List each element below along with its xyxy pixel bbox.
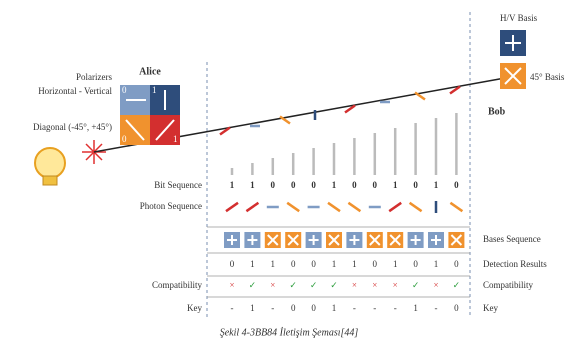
row-label: Photon Sequence: [140, 201, 202, 211]
photon: [410, 203, 422, 211]
polarizer-bit: 1: [152, 85, 157, 95]
row-label: Key: [483, 303, 498, 313]
compatibility: ✓: [330, 280, 338, 290]
key-bit: 1: [332, 303, 337, 313]
detection: 0: [373, 259, 378, 269]
bit: 1: [230, 180, 235, 190]
photon: [348, 203, 360, 211]
photon: [226, 203, 238, 211]
row-label: Compatibility: [152, 280, 203, 290]
compatibility: ×: [393, 280, 398, 290]
diag-basis-label: 45° Basis: [530, 72, 565, 82]
compatibility: ×: [270, 280, 275, 290]
polarizer-bit: 0: [122, 85, 127, 95]
key-bit: -: [271, 303, 274, 313]
detection: 1: [393, 259, 398, 269]
polarizers-label: Polarizers: [76, 72, 112, 82]
bit: 1: [434, 180, 439, 190]
row-label: Key: [187, 303, 202, 313]
compatibility: ×: [229, 280, 234, 290]
bit: 0: [352, 180, 357, 190]
bit: 0: [454, 180, 459, 190]
polarizer-bit: 1: [173, 134, 178, 144]
bit: 0: [291, 180, 296, 190]
key-bit: 0: [311, 303, 316, 313]
bit: 1: [393, 180, 398, 190]
bit: 0: [373, 180, 378, 190]
photon: [389, 203, 401, 211]
detection: 0: [311, 259, 316, 269]
detection: 1: [250, 259, 255, 269]
row-label: Bases Sequence: [483, 234, 541, 244]
compatibility: ×: [352, 280, 357, 290]
detection: 1: [332, 259, 337, 269]
detection: 0: [454, 259, 459, 269]
hv-label: Horizontal - Vertical: [38, 86, 112, 96]
key-bit: -: [353, 303, 356, 313]
photon: [246, 203, 258, 211]
row-label: Bit Sequence: [154, 180, 202, 190]
caption: Şekil 4-3BB84 İletişim Şeması[44]: [220, 326, 359, 338]
hv-basis-label: H/V Basis: [500, 13, 538, 23]
detection: 1: [271, 259, 276, 269]
bob-title: Bob: [488, 106, 506, 117]
key-bit: 1: [413, 303, 418, 313]
bit: 0: [413, 180, 418, 190]
detection: 0: [413, 259, 418, 269]
key-bit: 0: [291, 303, 296, 313]
compatibility: ✓: [453, 280, 461, 290]
polarizer-bit: 0: [122, 134, 127, 144]
key-bit: -: [435, 303, 438, 313]
photon: [328, 203, 340, 211]
key-bit: 1: [250, 303, 255, 313]
key-bit: -: [394, 303, 397, 313]
compatibility: ✓: [249, 280, 257, 290]
bit: 0: [271, 180, 276, 190]
bit: 1: [332, 180, 337, 190]
detection: 0: [291, 259, 296, 269]
detection: 0: [230, 259, 235, 269]
row-label: Detection Results: [483, 259, 547, 269]
light-source: [35, 140, 106, 185]
photon: [450, 203, 462, 211]
key-bit: -: [231, 303, 234, 313]
key-bit: 0: [454, 303, 459, 313]
bb84-diagram: 0 1 0 1 Alice Polarizers Horizontal - Ve…: [0, 0, 579, 342]
bit: 1: [250, 180, 255, 190]
compatibility: ✓: [289, 280, 297, 290]
alice-polarizers: [120, 85, 180, 145]
diag-label: Diagonal (-45°, +45°): [33, 122, 112, 132]
compatibility: ✓: [412, 280, 420, 290]
compatibility: ×: [433, 280, 438, 290]
alice-title: Alice: [139, 66, 161, 77]
detection: 1: [352, 259, 357, 269]
detection: 1: [434, 259, 439, 269]
key-bit: -: [373, 303, 376, 313]
bob-bases: [500, 30, 526, 89]
bit: 0: [311, 180, 316, 190]
compatibility: ×: [372, 280, 377, 290]
row-label: Compatibility: [483, 280, 534, 290]
compatibility: ✓: [310, 280, 318, 290]
photon: [287, 203, 299, 211]
